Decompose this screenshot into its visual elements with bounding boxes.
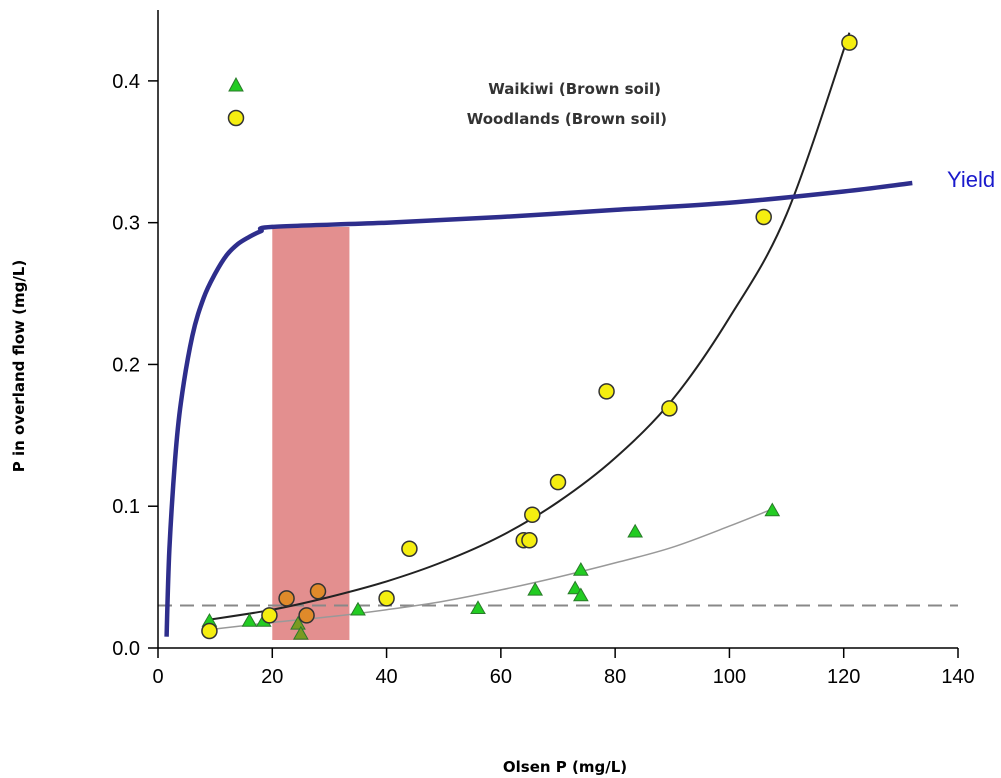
data-point-waikiwi (572, 562, 589, 576)
data-point-woodlands (661, 400, 678, 417)
data-point-waikiwi (627, 523, 644, 538)
shaded-band-layer (272, 226, 350, 641)
y-tick-label: 0.1 (112, 496, 140, 518)
data-point-waikiwi (572, 587, 589, 602)
data-point-waikiwi (764, 502, 781, 517)
yield-label: Yield (947, 167, 995, 192)
x-tick-label: 80 (604, 666, 626, 688)
data-point-waikiwi (241, 613, 258, 627)
data-point-woodlands (278, 590, 295, 607)
x-axis-title: Olsen P (mg/L) (503, 758, 627, 776)
x-tick-label: 40 (375, 666, 397, 688)
data-point-waikiwi (470, 600, 486, 615)
yield-curve (164, 180, 913, 637)
data-point-woodlands (201, 622, 218, 640)
y-tick-label: 0.3 (112, 213, 140, 235)
legend-label-woodlands: Woodlands (Brown soil) (467, 110, 667, 128)
fit-curve-woodlands (209, 32, 851, 621)
y-axis-title: P in overland flow (mg/L) (10, 260, 28, 472)
y-tick-label: 0.4 (112, 71, 140, 93)
y-tick-label: 0.2 (112, 354, 140, 376)
data-point-waikiwi (350, 601, 366, 616)
x-tick-label: 100 (713, 666, 746, 688)
data-point-waikiwi (527, 581, 544, 596)
data-point-woodlands (401, 540, 418, 558)
shaded-band (272, 226, 350, 641)
x-tick-label: 0 (152, 666, 163, 688)
axes: 0 20 40 60 80 100 120 140 0.0 0.1 0.2 0.3 0.4 (112, 10, 975, 688)
data-point-waikiwi (292, 625, 309, 640)
data-point-woodlands (261, 607, 278, 624)
x-tick-label: 20 (261, 666, 283, 688)
data-point-woodlands (524, 506, 541, 523)
data-point-woodlands (378, 590, 395, 607)
legend-marker-waikiwi (228, 76, 244, 92)
x-tick-label: 60 (490, 666, 512, 688)
data-point-woodlands (309, 583, 327, 600)
data-point-woodlands (549, 473, 567, 491)
legend-label-waikiwi: Waikiwi (Brown soil) (488, 80, 661, 98)
data-point-waikiwi (567, 580, 584, 595)
data-point-woodlands (521, 531, 538, 549)
x-tick-label: 120 (827, 666, 860, 688)
data-point-woodlands (598, 383, 615, 400)
x-tick-label: 140 (941, 666, 974, 688)
data-point-woodlands (298, 607, 315, 624)
legend-marker-woodlands (227, 109, 245, 127)
points-layer (201, 34, 858, 640)
data-point-woodlands (841, 34, 858, 51)
labels-layer: Olsen P (mg/L) P in overland flow (mg/L)… (10, 167, 995, 776)
data-point-woodlands (755, 208, 772, 226)
y-tick-label: 0.0 (112, 638, 140, 660)
data-point-waikiwi (290, 615, 306, 630)
legend: Waikiwi (Brown soil) Woodlands (Brown soi… (227, 76, 667, 128)
